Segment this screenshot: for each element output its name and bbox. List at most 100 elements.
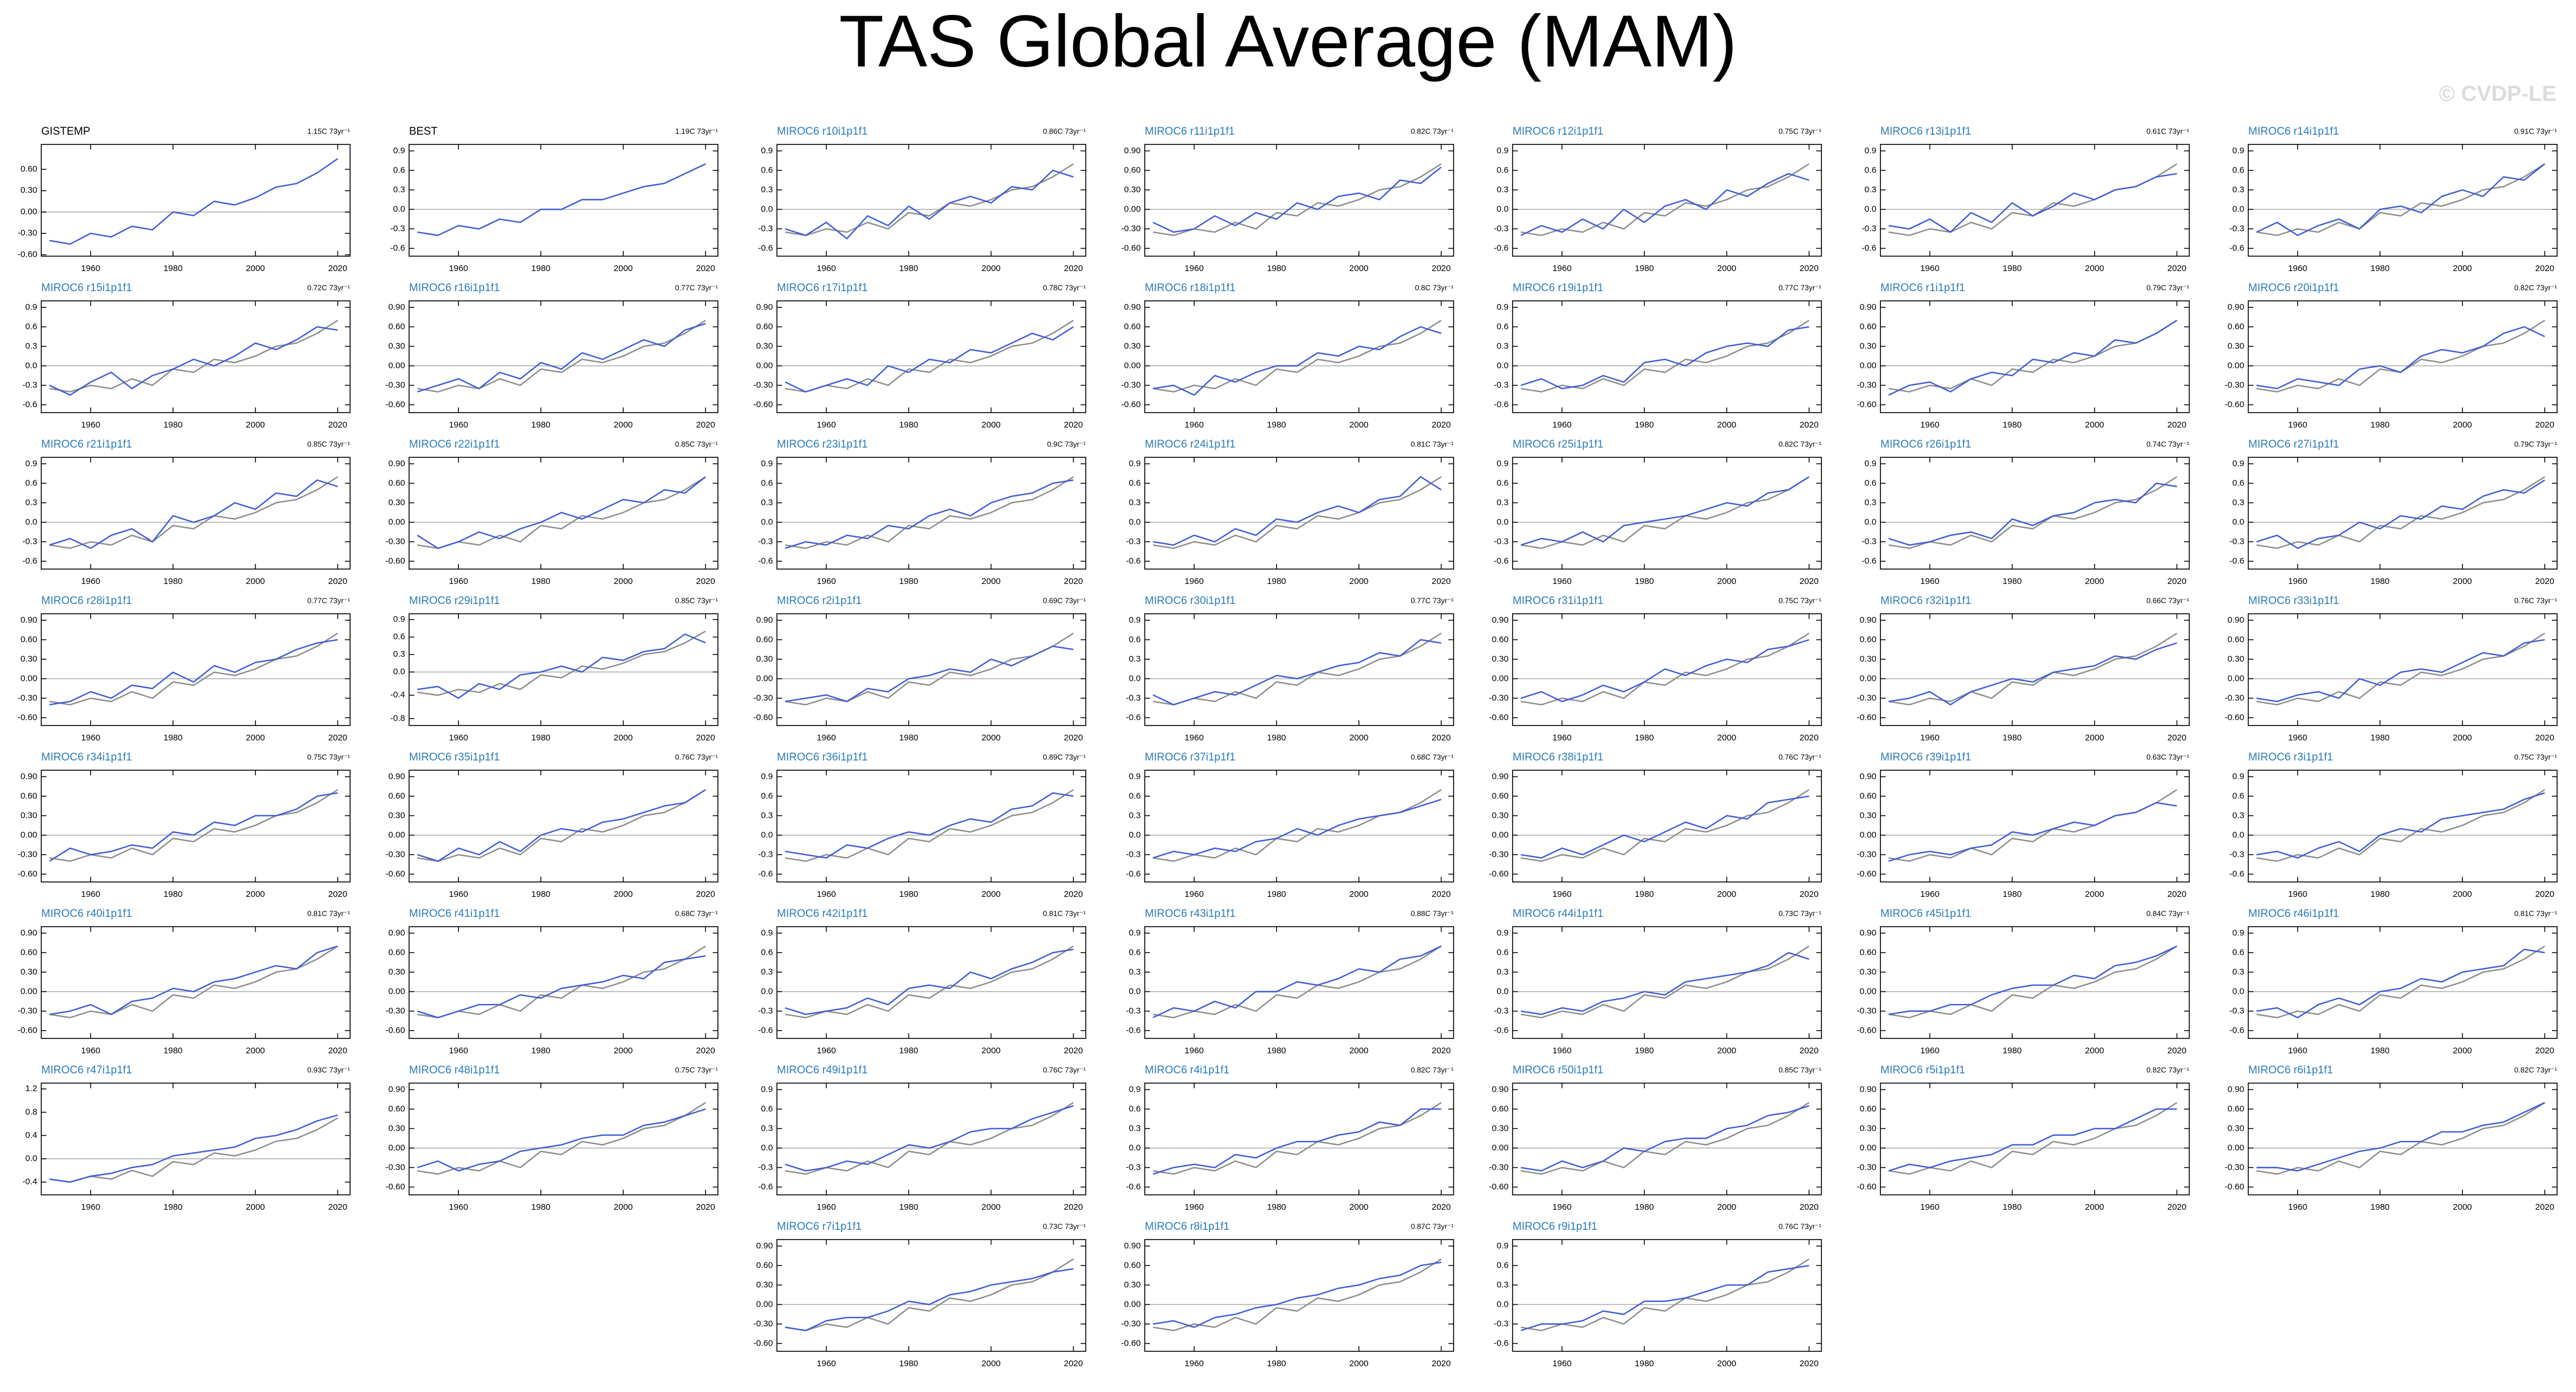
x-tick-label: 1980 bbox=[2002, 264, 2021, 273]
x-tick-label: 1980 bbox=[1635, 264, 1654, 273]
x-tick-label: 2020 bbox=[696, 1046, 715, 1056]
plot-frame bbox=[1880, 300, 2190, 413]
x-tick-label: 2020 bbox=[328, 577, 347, 586]
x-tick-label: 2000 bbox=[1349, 1359, 1368, 1369]
plot-frame bbox=[2248, 770, 2558, 883]
y-tick-label: 0.0 bbox=[1497, 517, 1509, 527]
y-tick-label: 0.3 bbox=[1864, 497, 1876, 507]
data-line bbox=[1153, 476, 1442, 549]
plot-frame bbox=[1880, 144, 2190, 257]
x-tick-label: 1980 bbox=[1635, 577, 1654, 586]
data-line bbox=[417, 945, 706, 1018]
y-tick-label: -0.60 bbox=[18, 249, 37, 259]
trend-annotation: 0.81C 73yr⁻¹ bbox=[1043, 909, 1086, 917]
panel-title: MIROC6 r4i1p1f1 bbox=[1145, 1064, 1230, 1076]
data-line bbox=[785, 792, 1074, 859]
y-tick-label: -0.30 bbox=[18, 228, 37, 238]
panel: MIROC6 r18i1p1f1 0.8C 73yr⁻¹ 0.90 0.60 0.30 0… bbox=[1121, 282, 1454, 430]
panel-title: MIROC6 r45i1p1f1 bbox=[1880, 908, 1971, 920]
y-tick-label: 0.60 bbox=[1860, 947, 1876, 957]
x-tick-label: 2000 bbox=[1717, 420, 1736, 430]
x-tick-label: 2000 bbox=[2085, 420, 2104, 430]
x-tick-label: 2000 bbox=[2453, 264, 2472, 273]
x-tick-label: 1960 bbox=[1185, 1202, 1204, 1212]
data-line bbox=[417, 630, 706, 696]
y-tick-label: 0.0 bbox=[1497, 360, 1509, 370]
data-line bbox=[49, 632, 339, 705]
data-line bbox=[1521, 789, 1810, 862]
y-tick-label: 0.60 bbox=[1492, 1104, 1509, 1113]
x-tick-label: 1960 bbox=[1185, 420, 1204, 430]
trend-annotation: 0.91C 73yr⁻¹ bbox=[2514, 127, 2557, 135]
trend-annotation: 0.82C 73yr⁻¹ bbox=[1411, 127, 1454, 135]
panel-title: MIROC6 r11i1p1f1 bbox=[1145, 126, 1235, 138]
y-tick-label: 0.00 bbox=[2228, 360, 2244, 370]
y-tick-label: -0.60 bbox=[1857, 399, 1876, 409]
panel-title: MIROC6 r15i1p1f1 bbox=[41, 282, 132, 294]
y-tick-label: 0.6 bbox=[2232, 791, 2244, 801]
y-tick-label: -0.3 bbox=[1126, 1162, 1141, 1172]
trend-annotation: 0.75C 73yr⁻¹ bbox=[307, 752, 350, 761]
panel-title: MIROC6 r32i1p1f1 bbox=[1880, 595, 1971, 607]
panel-title: MIROC6 r17i1p1f1 bbox=[777, 282, 867, 294]
y-tick-label: 0.90 bbox=[1860, 771, 1876, 781]
y-tick-label: 0.60 bbox=[756, 634, 773, 644]
y-tick-label: 0.6 bbox=[1129, 1104, 1141, 1113]
y-tick-label: -0.30 bbox=[2225, 380, 2244, 390]
x-tick-label: 2020 bbox=[696, 577, 715, 586]
y-tick-label: 0.30 bbox=[756, 1280, 773, 1289]
y-tick-label: 0.3 bbox=[1129, 1123, 1141, 1133]
y-tick-label: 0.9 bbox=[1129, 615, 1141, 625]
x-tick-label: 2020 bbox=[696, 420, 715, 430]
y-tick-label: -0.3 bbox=[758, 536, 773, 546]
x-tick-label: 1980 bbox=[899, 577, 918, 586]
x-tick-label: 1960 bbox=[1553, 1202, 1572, 1212]
y-tick-label: -0.3 bbox=[390, 223, 405, 233]
x-tick-label: 1980 bbox=[531, 264, 550, 273]
data-line bbox=[785, 476, 1074, 549]
x-tick-label: 2000 bbox=[2453, 889, 2472, 899]
data-line bbox=[1521, 1258, 1810, 1331]
data-line bbox=[49, 639, 338, 705]
plot-frame bbox=[776, 613, 1086, 726]
y-tick-label: 0.30 bbox=[1860, 810, 1876, 820]
plot-frame bbox=[776, 144, 1086, 257]
data-line bbox=[1521, 1265, 1809, 1331]
trend-annotation: 0.75C 73yr⁻¹ bbox=[675, 1065, 718, 1074]
plot-frame bbox=[2248, 613, 2558, 726]
panel-title: MIROC6 r39i1p1f1 bbox=[1880, 751, 1971, 763]
y-tick-label: 0.6 bbox=[2232, 947, 2244, 957]
y-tick-label: 0.60 bbox=[1860, 791, 1876, 801]
y-tick-label: 0.30 bbox=[1492, 654, 1509, 664]
y-tick-label: 0.30 bbox=[1860, 967, 1876, 977]
y-tick-label: 0.0 bbox=[761, 204, 773, 214]
x-tick-label: 1960 bbox=[817, 733, 836, 743]
panel: MIROC6 r4i1p1f1 0.82C 73yr⁻¹ 0.9 0.6 0.3 0.0 -… bbox=[1126, 1064, 1454, 1212]
y-tick-label: 0.90 bbox=[1124, 146, 1141, 155]
x-tick-label: 1960 bbox=[81, 577, 100, 586]
x-tick-label: 2000 bbox=[2453, 733, 2472, 743]
trend-annotation: 0.89C 73yr⁻¹ bbox=[1043, 752, 1086, 761]
x-tick-label: 1960 bbox=[2288, 1046, 2307, 1056]
y-tick-label: 0.6 bbox=[393, 165, 405, 175]
x-tick-label: 1960 bbox=[2288, 577, 2307, 586]
y-tick-label: -0.30 bbox=[753, 380, 773, 390]
x-tick-label: 1980 bbox=[899, 1359, 918, 1369]
y-tick-label: 1.2 bbox=[25, 1084, 37, 1093]
y-tick-label: 0.00 bbox=[756, 1299, 773, 1309]
panel-title: MIROC6 r44i1p1f1 bbox=[1513, 908, 1603, 920]
data-line bbox=[785, 170, 1074, 240]
panel-title: GISTEMP bbox=[41, 126, 91, 138]
trend-annotation: 0.78C 73yr⁻¹ bbox=[1043, 283, 1086, 292]
y-tick-label: -0.60 bbox=[386, 556, 405, 566]
x-tick-label: 2000 bbox=[981, 1359, 1000, 1369]
data-line bbox=[1888, 476, 2178, 549]
y-tick-label: 0.6 bbox=[761, 165, 773, 175]
y-tick-label: -0.30 bbox=[1857, 693, 1876, 703]
data-line bbox=[1153, 1108, 1442, 1175]
trend-annotation: 0.76C 73yr⁻¹ bbox=[1778, 1222, 1821, 1230]
plot-frame bbox=[1144, 926, 1454, 1039]
y-tick-label: -0.6 bbox=[1126, 869, 1141, 879]
y-tick-label: 0.90 bbox=[2228, 302, 2244, 312]
